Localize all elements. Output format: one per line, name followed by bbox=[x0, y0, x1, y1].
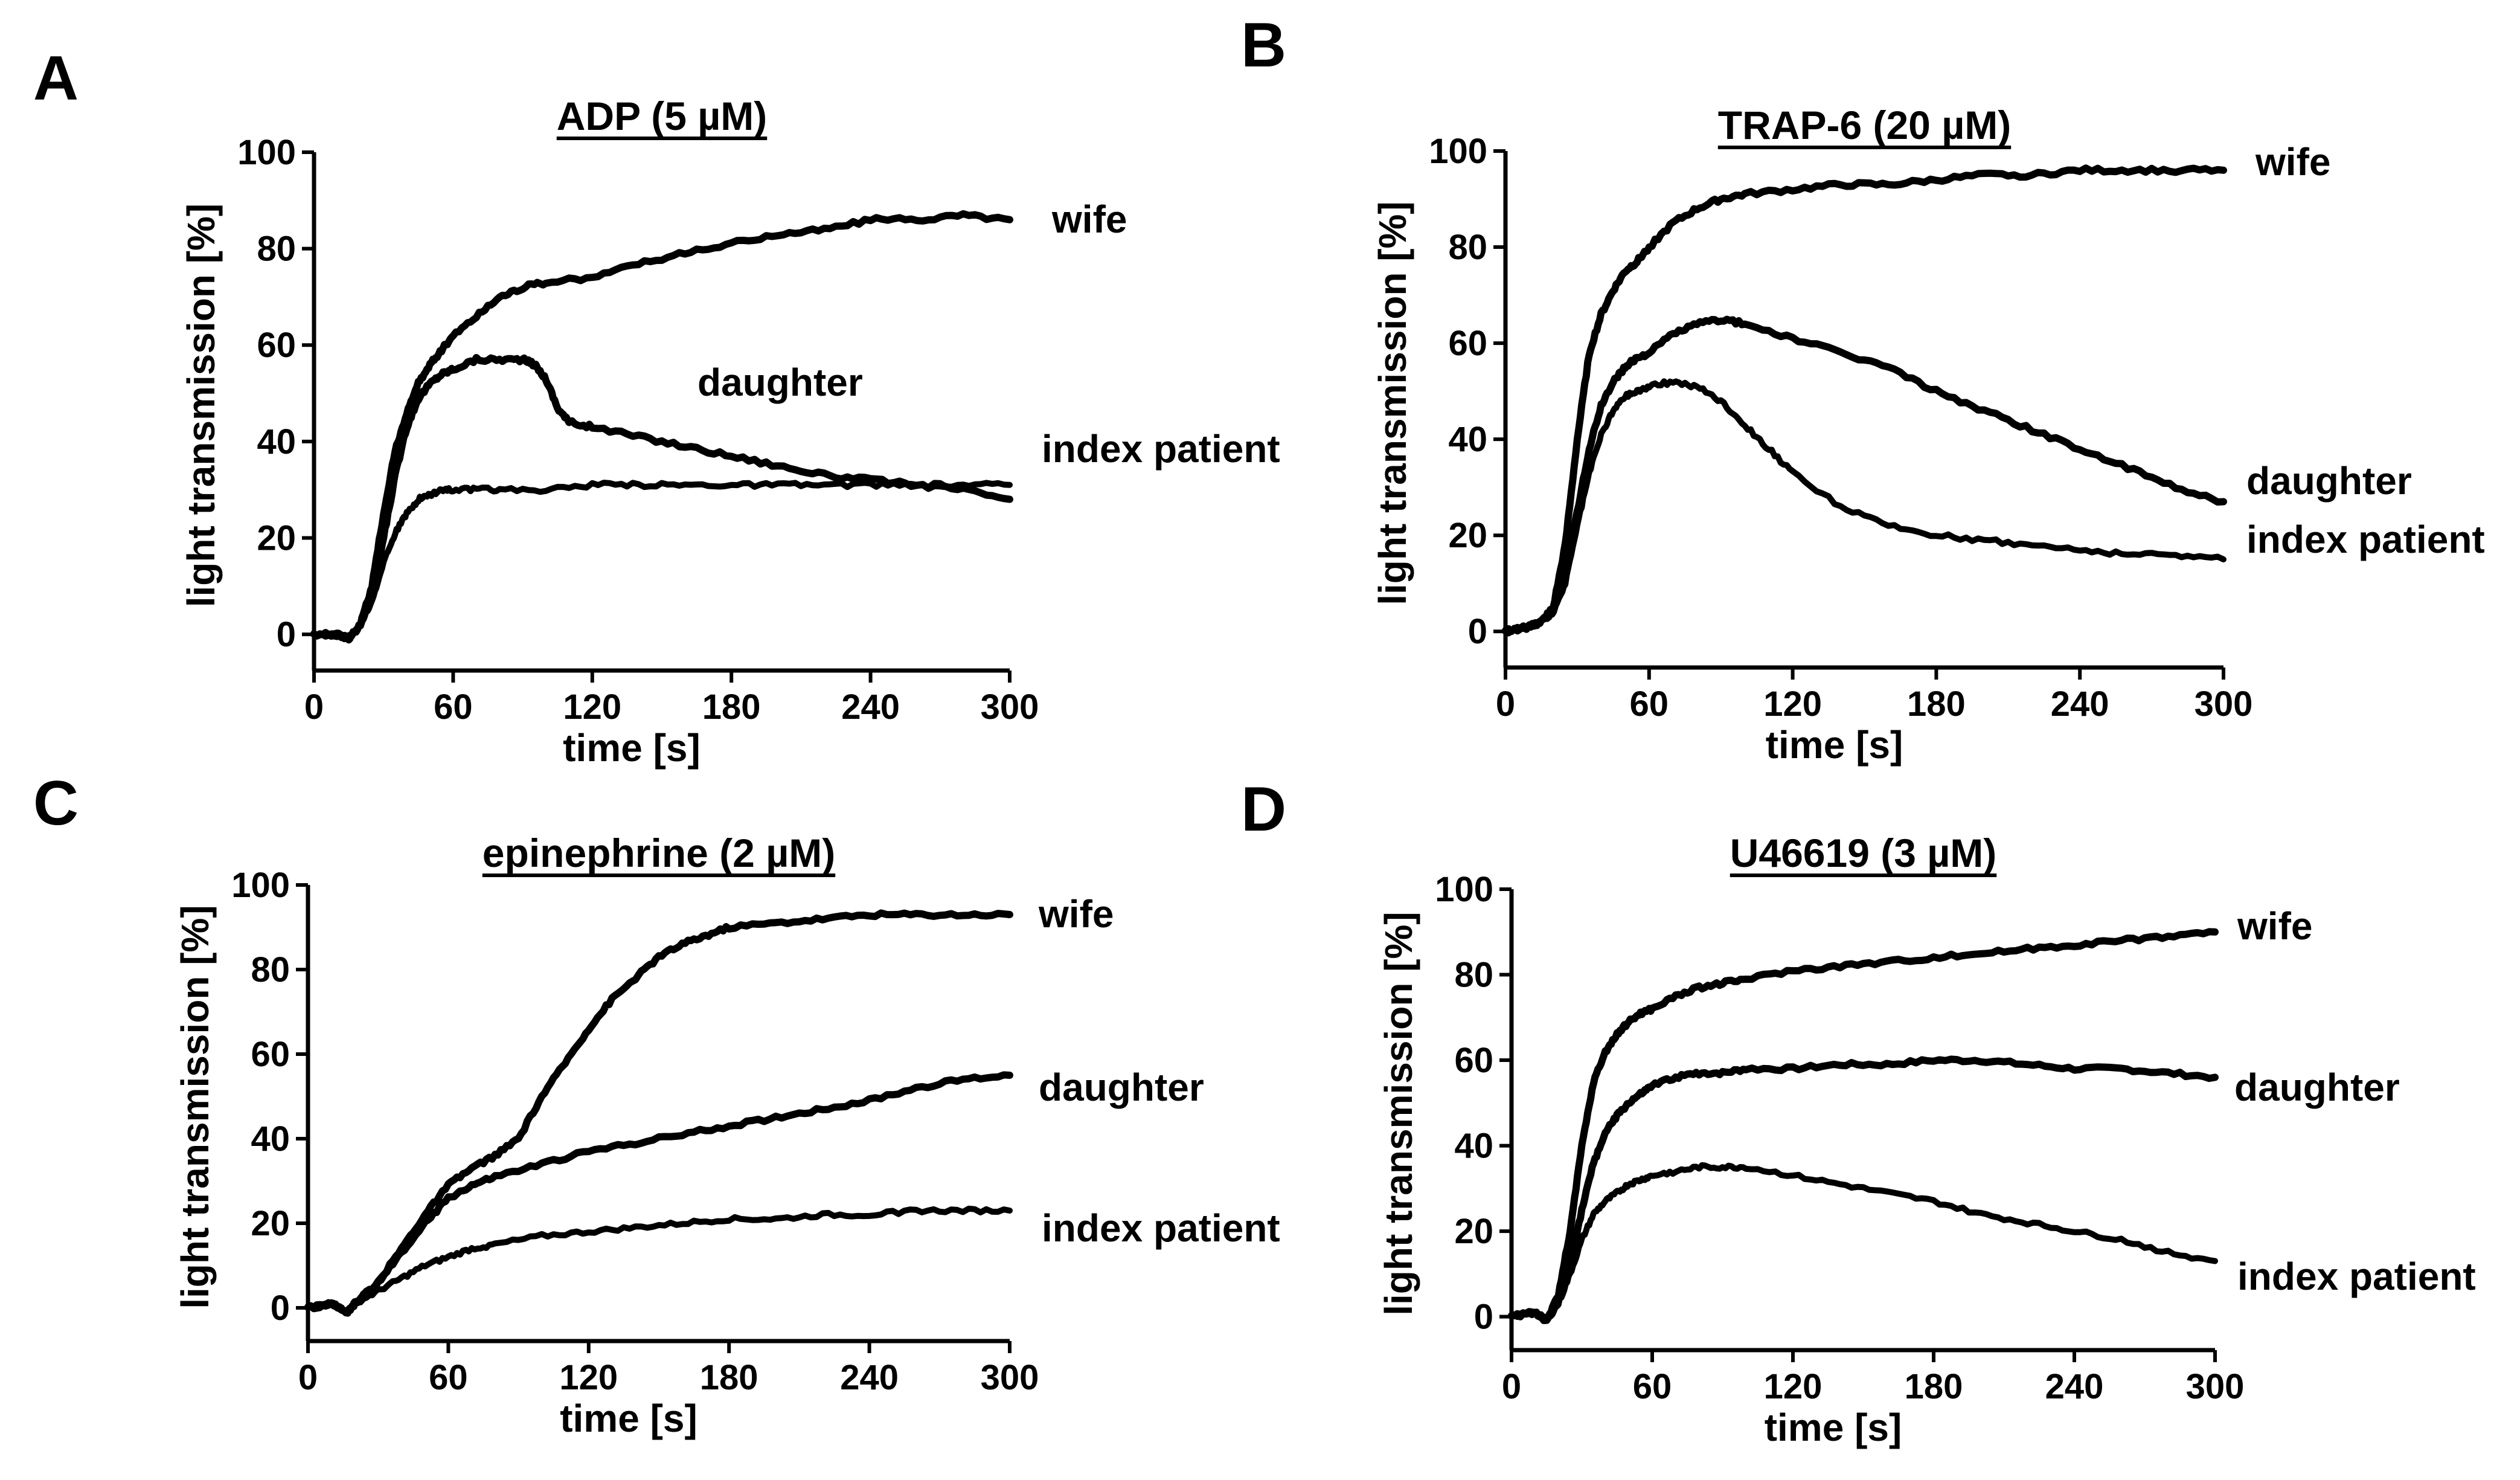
panel-b-x-tick-label: 120 bbox=[1763, 684, 1822, 724]
panel-b-label-daughter: daughter bbox=[2246, 459, 2412, 503]
panel-c-letter: C bbox=[33, 768, 79, 838]
panel-c-title: epinephrine (2 µM) bbox=[483, 831, 835, 875]
panel-b-title: TRAP-6 (20 µM) bbox=[1718, 103, 2011, 147]
panel-a-letter: A bbox=[33, 43, 79, 114]
panel-d-series-wife bbox=[1508, 928, 2219, 1324]
panel-d-x-tick-label: 180 bbox=[1905, 1367, 1963, 1406]
panel-a-series-daughter bbox=[310, 354, 1013, 644]
panel-c-x-tick-label: 240 bbox=[840, 1358, 899, 1397]
panel-c-y-tick-label: 100 bbox=[231, 866, 290, 905]
panel-c-x-tick-label: 120 bbox=[559, 1358, 618, 1397]
panel-c-label-daughter: daughter bbox=[1039, 1066, 1204, 1109]
panel-a-x-tick-label: 0 bbox=[304, 687, 324, 727]
panel-c-series-daughter bbox=[304, 1071, 1013, 1317]
panel-c-x-axis-label: time [s] bbox=[560, 1397, 697, 1440]
panel-c-series-index-patient bbox=[305, 1205, 1013, 1316]
panel-d-label-index-patient: index patient bbox=[2237, 1255, 2476, 1298]
panel-c-y-tick-label: 20 bbox=[251, 1204, 290, 1243]
panel-a-label-daughter: daughter bbox=[697, 361, 863, 404]
panel-b-x-axis-label: time [s] bbox=[1766, 723, 1903, 767]
panel-a-y-tick-label: 60 bbox=[257, 326, 296, 365]
panel-a: A ADP (5 µM) 0 60 120 180 240 300 0 20 40 60 80 100 ti… bbox=[33, 43, 1280, 770]
panel-a-series-wife bbox=[310, 210, 1013, 644]
panel-b-x-tick-label: 0 bbox=[1496, 684, 1515, 724]
panel-a-y-tick-label: 100 bbox=[237, 133, 296, 172]
panel-d-y-axis-label: light transmission [%] bbox=[1377, 912, 1420, 1316]
panel-d-y-tick-label: 20 bbox=[1454, 1212, 1493, 1251]
panel-d-letter: D bbox=[1241, 774, 1286, 845]
panel-a-y-tick-label: 40 bbox=[257, 422, 296, 462]
panel-c-y-axis-label: light transmission [%] bbox=[173, 905, 217, 1309]
panel-d-label-daughter: daughter bbox=[2234, 1066, 2400, 1109]
panel-d-x-axis-label: time [s] bbox=[1765, 1406, 1902, 1449]
panel-a-label-wife: wife bbox=[1051, 198, 1127, 241]
panel-b-series-wife bbox=[1502, 164, 2227, 635]
panel-a-y-axis-label: light transmission [%] bbox=[179, 204, 223, 608]
panel-c-x-tick-label: 300 bbox=[981, 1358, 1039, 1397]
panel-b-x-tick-label: 60 bbox=[1630, 684, 1669, 724]
panel-d-x-tick-label: 120 bbox=[1764, 1367, 1823, 1406]
panel-d-y-tick-label: 0 bbox=[1474, 1298, 1493, 1337]
panel-d-x-tick-label: 300 bbox=[2186, 1367, 2245, 1406]
panel-c-series-wife bbox=[304, 909, 1013, 1317]
panel-b-series-index-patient bbox=[1502, 378, 2227, 635]
panel-b-x-tick-label: 300 bbox=[2195, 684, 2253, 724]
panel-b-y-tick-label: 0 bbox=[1468, 612, 1487, 651]
panel-d-label-wife: wife bbox=[2237, 904, 2312, 948]
panel-a-x-tick-label: 180 bbox=[702, 687, 761, 727]
panel-c-x-tick-label: 180 bbox=[700, 1358, 758, 1397]
panel-a-series-index-patient bbox=[311, 480, 1013, 643]
panel-d-series-index-patient bbox=[1508, 1162, 2218, 1324]
panel-a-x-tick-label: 60 bbox=[434, 687, 473, 727]
panel-c-y-tick-label: 0 bbox=[271, 1289, 290, 1328]
panel-b-letter: B bbox=[1241, 10, 1286, 80]
panel-a-x-tick-label: 120 bbox=[563, 687, 621, 727]
panel-b-y-tick-label: 60 bbox=[1448, 324, 1487, 363]
panel-b-y-tick-label: 80 bbox=[1448, 228, 1487, 267]
panel-a-x-tick-label: 300 bbox=[981, 687, 1039, 727]
panel-b-y-axis-label: light transmission [%] bbox=[1371, 201, 1414, 605]
panel-b-x-tick-label: 240 bbox=[2051, 684, 2109, 724]
panel-b-label-index-patient: index patient bbox=[2246, 518, 2485, 561]
panel-c-x-tick-label: 60 bbox=[429, 1358, 468, 1397]
panel-d-x-tick-label: 240 bbox=[2045, 1367, 2104, 1406]
panel-c-y-tick-label: 40 bbox=[251, 1119, 290, 1159]
panel-a-x-axis-label: time [s] bbox=[563, 726, 701, 770]
panel-a-y-tick-label: 0 bbox=[277, 615, 296, 654]
panel-b-x-tick-label: 180 bbox=[1907, 684, 1966, 724]
panel-d-x-tick-label: 60 bbox=[1633, 1367, 1672, 1406]
panel-b-series-daughter bbox=[1502, 315, 2227, 637]
panel-c-y-tick-label: 60 bbox=[251, 1035, 290, 1074]
panel-d-y-tick-label: 80 bbox=[1454, 956, 1493, 995]
panel-b-y-tick-label: 20 bbox=[1448, 516, 1487, 555]
panel-d-y-tick-label: 40 bbox=[1454, 1127, 1493, 1166]
panel-c-label-index-patient: index patient bbox=[1042, 1206, 1280, 1250]
panel-d-y-tick-label: 100 bbox=[1435, 870, 1493, 909]
panel-d: D U46619 (3 µM) 0 60 120 180 240 300 0 20 40 60 80 10… bbox=[1241, 774, 2476, 1449]
panel-a-label-index-patient: index patient bbox=[1042, 427, 1280, 471]
panel-a-title: ADP (5 µM) bbox=[557, 94, 768, 138]
panel-b-label-wife: wife bbox=[2255, 140, 2330, 184]
panel-b-y-tick-label: 100 bbox=[1429, 132, 1487, 171]
panel-a-x-tick-label: 240 bbox=[841, 687, 900, 727]
panel-c-label-wife: wife bbox=[1038, 892, 1114, 936]
panel-c-y-tick-label: 80 bbox=[251, 950, 290, 989]
panel-a-y-tick-label: 20 bbox=[257, 518, 296, 558]
panel-c-x-tick-label: 0 bbox=[298, 1358, 318, 1397]
panel-d-title: U46619 (3 µM) bbox=[1730, 831, 1997, 875]
panel-d-x-tick-label: 0 bbox=[1502, 1367, 1521, 1406]
panel-b-y-tick-label: 40 bbox=[1448, 420, 1487, 459]
panel-a-y-tick-label: 80 bbox=[257, 230, 296, 269]
panel-b: B TRAP-6 (20 µM) 0 60 120 180 240 300 0 20 40 60 80 1… bbox=[1241, 10, 2485, 767]
panel-d-series-daughter bbox=[1508, 1055, 2219, 1324]
panel-d-y-tick-label: 60 bbox=[1454, 1041, 1493, 1080]
